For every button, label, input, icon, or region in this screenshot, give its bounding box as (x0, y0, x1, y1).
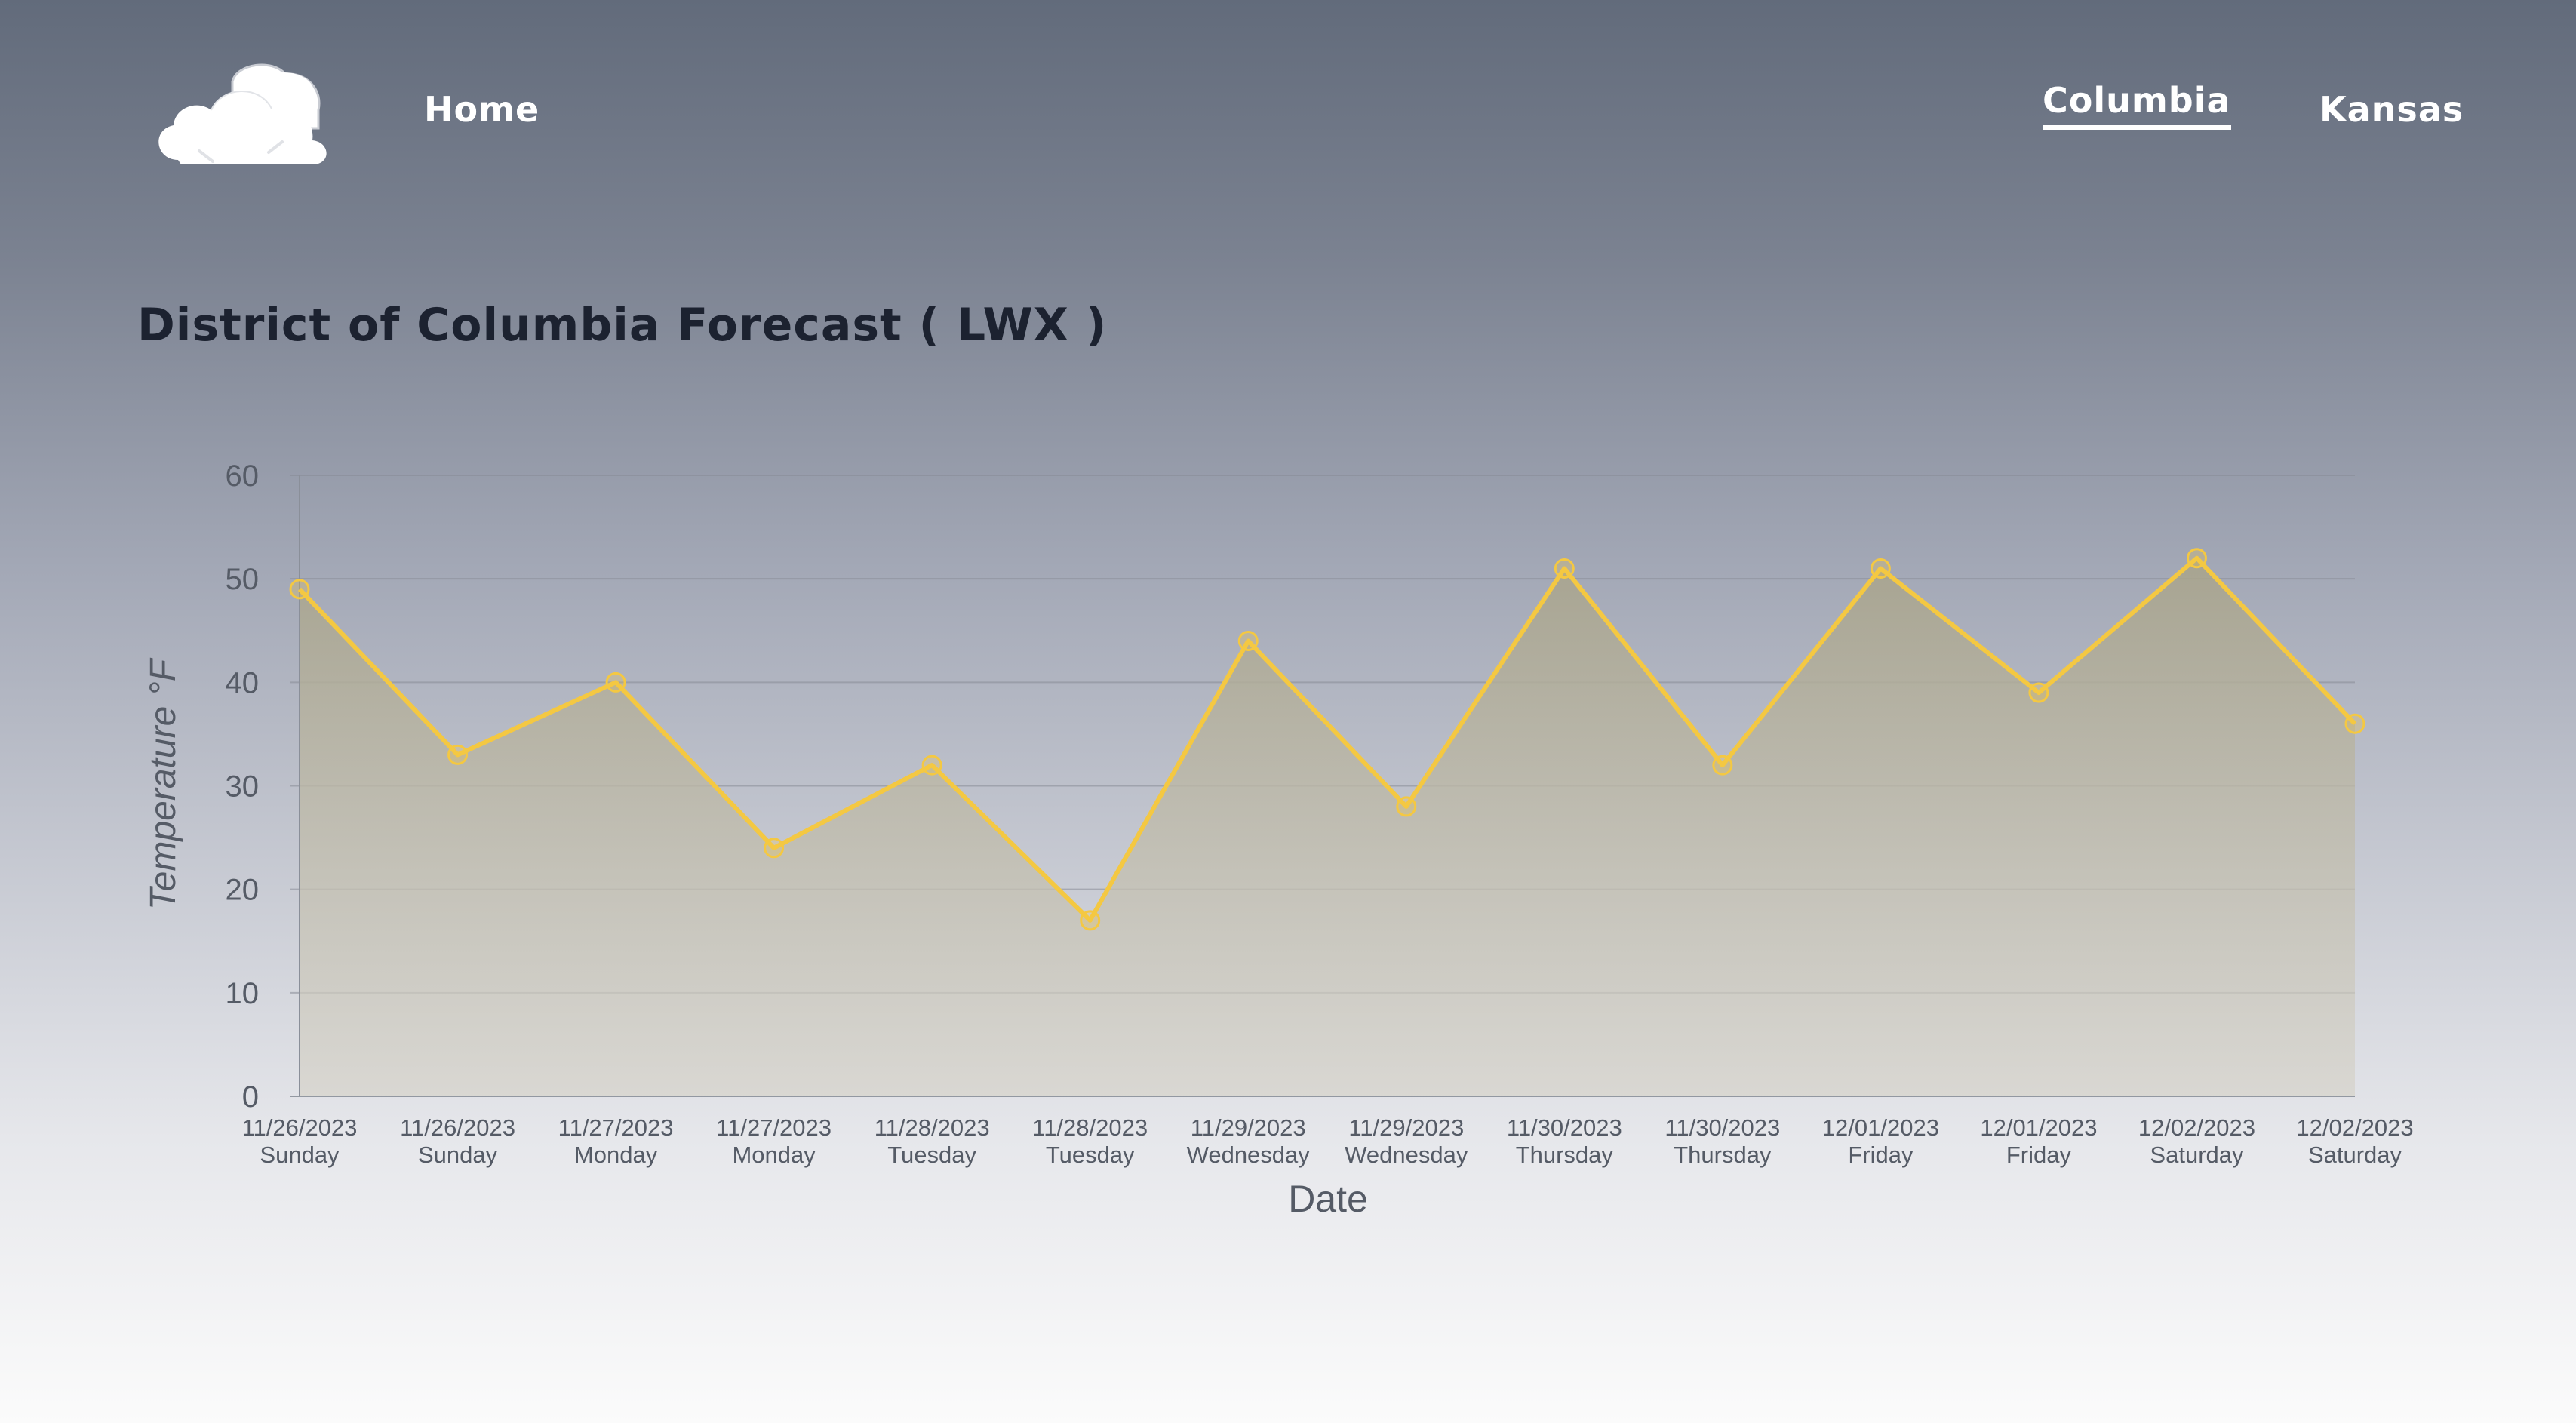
data-point[interactable] (1554, 558, 1575, 579)
x-tick-date: 12/02/2023 (2138, 1114, 2255, 1141)
x-tick-day: Wednesday (1345, 1142, 1468, 1168)
nav-kansas-tab[interactable]: Kansas (2319, 89, 2464, 130)
x-tick-day: Wednesday (1187, 1142, 1311, 1168)
x-tick-day: Tuesday (887, 1142, 976, 1168)
x-tick-date: 12/01/2023 (1980, 1114, 2097, 1141)
data-point[interactable] (1712, 755, 1733, 776)
data-point[interactable] (2028, 682, 2049, 703)
x-tick-date: 11/27/2023 (716, 1114, 832, 1141)
y-tick-label: 60 (226, 459, 260, 493)
y-tick-label: 30 (226, 770, 260, 804)
x-tick-day: Thursday (1674, 1142, 1772, 1168)
x-tick-date: 11/28/2023 (1032, 1114, 1148, 1141)
x-tick-day: Saturday (2308, 1142, 2402, 1168)
x-tick-date: 11/26/2023 (400, 1114, 515, 1141)
data-point[interactable] (2186, 548, 2207, 569)
y-tick-label: 50 (226, 563, 260, 596)
data-point[interactable] (764, 838, 785, 859)
data-point[interactable] (921, 755, 942, 776)
data-point[interactable] (447, 744, 469, 765)
data-point[interactable] (2344, 713, 2365, 734)
x-tick-date: 12/02/2023 (2296, 1114, 2413, 1141)
x-axis-label: Date (1288, 1178, 1368, 1220)
x-tick-date: 11/29/2023 (1191, 1114, 1306, 1141)
x-tick-date: 11/29/2023 (1348, 1114, 1464, 1141)
y-tick-label: 20 (226, 874, 260, 907)
x-tick-date: 11/28/2023 (875, 1114, 990, 1141)
x-tick-date: 11/26/2023 (242, 1114, 358, 1141)
data-point[interactable] (289, 579, 310, 600)
page-title: District of Columbia Forecast ( LWX ) (137, 299, 1108, 352)
x-tick-day: Saturday (2150, 1142, 2244, 1168)
y-tick-label: 10 (226, 977, 260, 1010)
x-tick-date: 12/01/2023 (1822, 1114, 1939, 1141)
x-tick-date: 11/30/2023 (1507, 1114, 1622, 1141)
data-point[interactable] (1396, 796, 1417, 817)
x-tick-day: Friday (1848, 1142, 1914, 1168)
cloud-icon (158, 63, 327, 164)
x-tick-day: Friday (2006, 1142, 2072, 1168)
temperature-area (300, 558, 2355, 1096)
data-point[interactable] (1870, 558, 1891, 579)
nav-columbia-tab[interactable]: Columbia (2043, 80, 2231, 130)
y-tick-label: 0 (242, 1080, 259, 1114)
x-tick-date: 11/27/2023 (558, 1114, 674, 1141)
y-axis-label: Temperature °F (143, 657, 183, 910)
x-tick-day: Sunday (260, 1142, 340, 1168)
x-tick-day: Monday (732, 1142, 816, 1168)
nav-home-link[interactable]: Home (424, 89, 540, 130)
x-tick-day: Monday (574, 1142, 658, 1168)
x-tick-date: 11/30/2023 (1665, 1114, 1780, 1141)
data-point[interactable] (1080, 910, 1101, 931)
x-tick-day: Thursday (1516, 1142, 1614, 1168)
data-point[interactable] (1237, 630, 1259, 651)
x-tick-day: Sunday (418, 1142, 498, 1168)
y-tick-label: 40 (226, 666, 260, 699)
temperature-line (297, 555, 2357, 923)
x-tick-day: Tuesday (1046, 1142, 1135, 1168)
data-point[interactable] (605, 672, 626, 693)
